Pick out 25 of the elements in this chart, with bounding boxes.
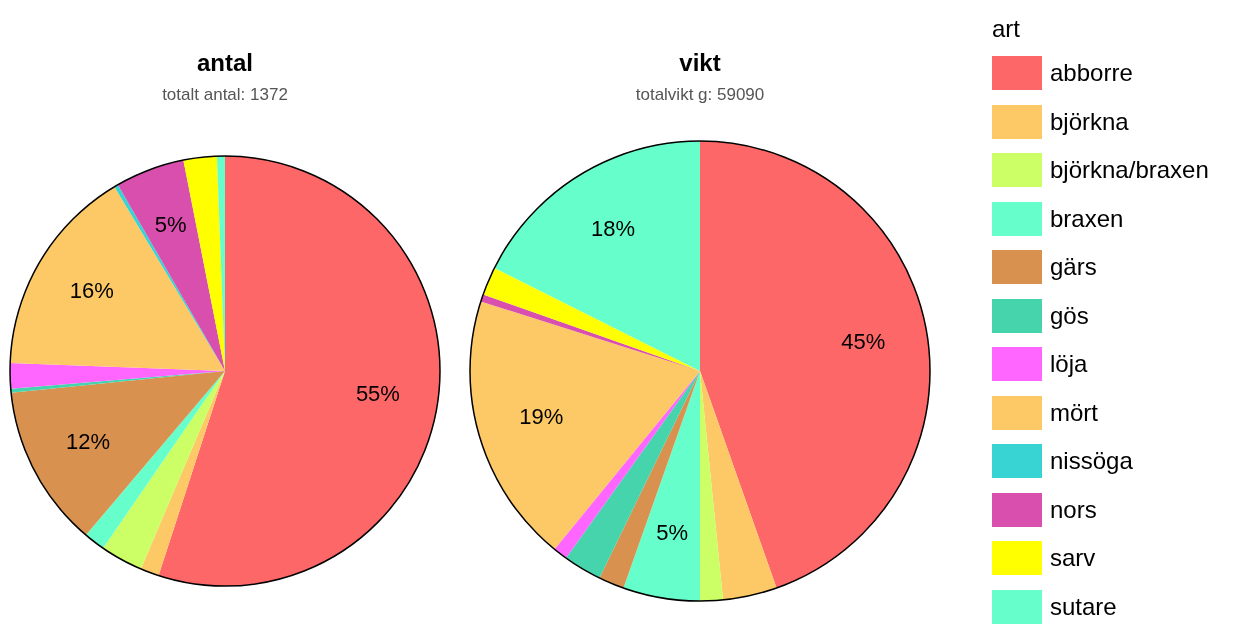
legend-label: abborre xyxy=(1050,59,1133,87)
legend-label: sarv xyxy=(1050,544,1096,572)
legend-label: nissöga xyxy=(1050,447,1133,475)
data-label: 55% xyxy=(355,381,400,407)
legend-label: björkna/braxen xyxy=(1050,156,1209,184)
data-label: 5% xyxy=(154,212,187,238)
data-label: 19% xyxy=(519,404,564,430)
data-label: 18% xyxy=(591,216,636,242)
data-label: 5% xyxy=(656,520,688,546)
text: totalvikt g: 59090 xyxy=(635,84,765,104)
data-label: 45% xyxy=(841,329,886,355)
legend-label: mört xyxy=(1050,398,1098,427)
legend-label: sutare xyxy=(1050,592,1117,621)
data-label: 12% xyxy=(65,429,110,455)
legend-label: gärs xyxy=(1050,253,1097,281)
legend-label: braxen xyxy=(1050,204,1124,233)
legend-label: gös xyxy=(1050,301,1089,330)
legend-label: nors xyxy=(1050,495,1097,524)
chart-subtitle: totalt antal: 1372 xyxy=(162,84,288,104)
legend-title: art xyxy=(992,14,1021,44)
legend-label: björkna xyxy=(1050,107,1129,136)
legend-label: löja xyxy=(1050,350,1088,378)
chart-title: vikt xyxy=(679,49,721,77)
data-label: 16% xyxy=(69,278,114,304)
chart-title: antal xyxy=(196,49,254,77)
